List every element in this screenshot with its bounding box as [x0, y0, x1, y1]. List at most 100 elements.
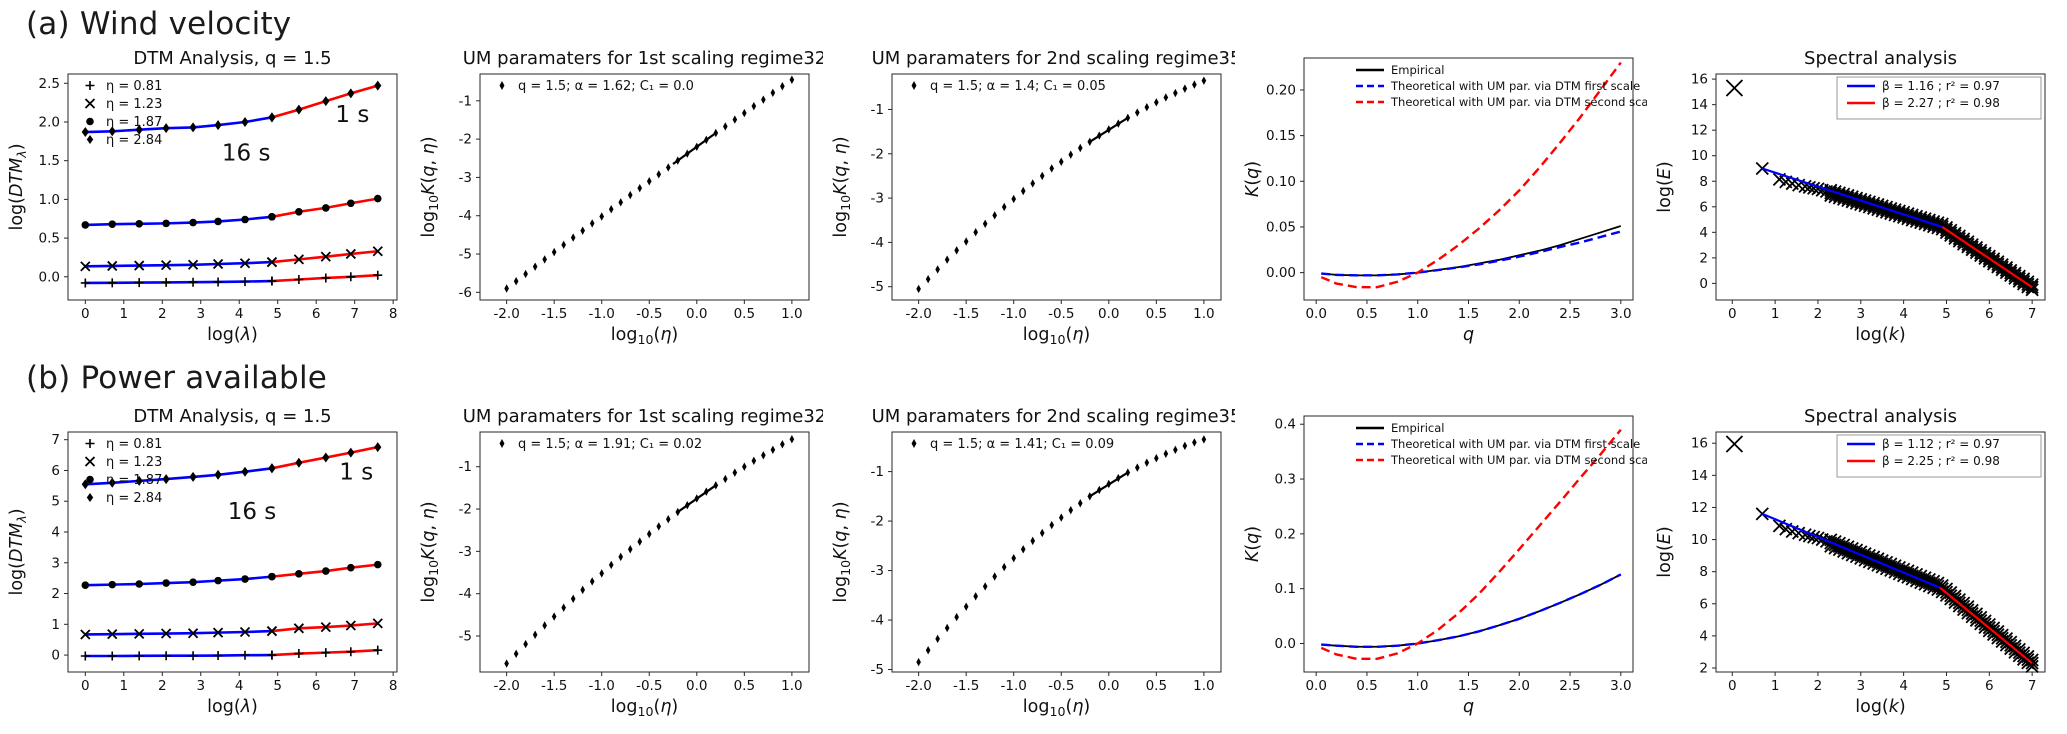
svg-text:2.0: 2.0 — [39, 114, 60, 130]
svg-text:Spectral analysis: Spectral analysis — [1804, 406, 1957, 427]
svg-text:Empirical: Empirical — [1391, 63, 1444, 77]
svg-text:-4: -4 — [871, 235, 884, 251]
svg-text:β = 2.25 ; r² = 0.98: β = 2.25 ; r² = 0.98 — [1882, 454, 2000, 468]
svg-text:Theoretical with UM par. via D: Theoretical with UM par. via DTM second … — [1390, 95, 1647, 109]
svg-text:7: 7 — [2028, 678, 2037, 694]
svg-text:0.10: 0.10 — [1266, 174, 1296, 190]
svg-text:1.0: 1.0 — [1193, 306, 1214, 322]
svg-text:0.2: 0.2 — [1275, 526, 1296, 542]
svg-text:1: 1 — [1771, 678, 1780, 694]
svg-text:0.00: 0.00 — [1266, 265, 1296, 281]
svg-text:3: 3 — [1856, 678, 1865, 694]
svg-text:6: 6 — [312, 306, 321, 322]
svg-text:0.0: 0.0 — [1305, 678, 1326, 694]
svg-text:DTM Analysis, q = 1.5: DTM Analysis, q = 1.5 — [133, 406, 331, 427]
svg-text:-6: -6 — [459, 285, 472, 301]
subplot-b2-um-first-regime: -2.0 -1.5 -1.0 -0.5 0.0 0.5 1.0 -5 -4 -3 -2 -1 UM pa… — [418, 404, 823, 720]
svg-text:log(λ): log(λ) — [207, 325, 258, 345]
svg-text:-1.0: -1.0 — [589, 678, 615, 694]
svg-text:0: 0 — [1699, 276, 1708, 292]
svg-text:1: 1 — [1771, 306, 1780, 322]
svg-text:-1: -1 — [459, 93, 472, 109]
svg-text:3: 3 — [196, 306, 205, 322]
svg-text:14: 14 — [1691, 97, 1708, 113]
svg-text:0.5: 0.5 — [1356, 306, 1377, 322]
svg-text:η = 2.84: η = 2.84 — [106, 133, 162, 148]
svg-text:-5: -5 — [459, 247, 472, 263]
svg-text:8: 8 — [389, 678, 398, 694]
svg-text:-2: -2 — [459, 502, 472, 518]
svg-text:0.5: 0.5 — [39, 231, 60, 247]
svg-text:0.0: 0.0 — [1305, 306, 1326, 322]
svg-text:-2: -2 — [459, 132, 472, 148]
svg-text:4: 4 — [235, 678, 244, 694]
svg-text:0: 0 — [1728, 678, 1737, 694]
svg-text:η = 0.81: η = 0.81 — [106, 437, 162, 452]
svg-text:-2.0: -2.0 — [493, 306, 519, 322]
svg-text:2: 2 — [1814, 678, 1823, 694]
svg-text:log(k): log(k) — [1855, 325, 1905, 345]
svg-text:16: 16 — [1691, 72, 1708, 88]
svg-text:3: 3 — [1856, 306, 1865, 322]
subplot-a3-um-second-regime: -2.0 -1.5 -1.0 -0.5 0.0 0.5 1.0 -5 -4 -3 -2 -1 UM pa… — [830, 46, 1235, 348]
svg-text:2: 2 — [1814, 306, 1823, 322]
svg-text:0: 0 — [81, 306, 90, 322]
svg-text:8: 8 — [1699, 174, 1708, 190]
svg-text:-1.0: -1.0 — [1001, 306, 1027, 322]
svg-text:5: 5 — [273, 306, 282, 322]
svg-text:q = 1.5; α = 1.62; C₁ = 0.0: q = 1.5; α = 1.62; C₁ = 0.0 — [518, 79, 694, 94]
svg-text:log10K(q, η): log10K(q, η) — [419, 136, 441, 237]
svg-text:5: 5 — [1942, 678, 1951, 694]
svg-text:16: 16 — [1691, 436, 1708, 452]
svg-text:η = 1.87: η = 1.87 — [106, 115, 162, 130]
svg-text:-1.5: -1.5 — [541, 306, 567, 322]
svg-text:log(E): log(E) — [1655, 161, 1675, 212]
svg-text:7: 7 — [350, 306, 359, 322]
svg-text:6: 6 — [1699, 596, 1708, 612]
svg-text:β = 2.27 ; r² = 0.98: β = 2.27 ; r² = 0.98 — [1882, 96, 2000, 110]
svg-text:-1.5: -1.5 — [953, 678, 979, 694]
svg-text:2: 2 — [51, 586, 60, 602]
svg-text:7: 7 — [51, 432, 60, 448]
svg-text:K(q): K(q) — [1243, 526, 1263, 562]
svg-text:4: 4 — [1899, 306, 1908, 322]
svg-text:-1: -1 — [459, 459, 472, 475]
subplot-a5-spectral-analysis: 0 1 2 3 4 5 6 7 0 2 4 6 8 10 12 14 16 Spectral analysis lo… — [1654, 46, 2059, 348]
svg-text:7: 7 — [2028, 306, 2037, 322]
svg-text:1.5: 1.5 — [1458, 306, 1479, 322]
svg-text:2: 2 — [1699, 250, 1708, 266]
svg-text:0.0: 0.0 — [1098, 678, 1119, 694]
svg-text:Theoretical with UM par. via D: Theoretical with UM par. via DTM first s… — [1390, 437, 1640, 451]
svg-text:1.5: 1.5 — [1458, 678, 1479, 694]
svg-text:0.5: 0.5 — [734, 306, 755, 322]
svg-text:14: 14 — [1691, 468, 1708, 484]
svg-text:1: 1 — [119, 306, 128, 322]
svg-text:0.3: 0.3 — [1275, 472, 1296, 488]
svg-text:UM paramaters for 2nd scaling: UM paramaters for 2nd scaling regime35 — [872, 48, 1235, 69]
svg-text:6: 6 — [312, 678, 321, 694]
svg-text:q: q — [1463, 325, 1474, 345]
svg-text:Theoretical with UM par. via D: Theoretical with UM par. via DTM first s… — [1390, 79, 1640, 93]
svg-text:2.5: 2.5 — [1559, 306, 1580, 322]
svg-text:-1.0: -1.0 — [1001, 678, 1027, 694]
svg-text:16 s: 16 s — [222, 141, 271, 167]
svg-text:0.05: 0.05 — [1266, 219, 1296, 235]
subplot-a1-dtm-analysis: 0 1 2 3 4 5 6 7 8 0.0 0.5 1.0 1.5 2.0 2.5 DTM Analysis,… — [6, 46, 411, 348]
svg-text:0: 0 — [81, 678, 90, 694]
subplot-a2-um-first-regime: -2.0 -1.5 -1.0 -0.5 0.0 0.5 1.0 -6 -5 -4 -3 -2 -1 UM … — [418, 46, 823, 348]
svg-text:-2: -2 — [871, 146, 884, 162]
svg-text:0.5: 0.5 — [734, 678, 755, 694]
subplot-b5-spectral-analysis: 0 1 2 3 4 5 6 7 2 4 6 8 10 12 14 16 Spectral analysis log… — [1654, 404, 2059, 720]
svg-text:-1.5: -1.5 — [953, 306, 979, 322]
chart-a1-dtm-analysis-canvas: 0 1 2 3 4 5 6 7 8 0.0 0.5 1.0 1.5 2.0 2.5 DTM Analysis,… — [7, 48, 398, 345]
svg-text:-4: -4 — [459, 208, 472, 224]
chart-a4-kq-curves-canvas: 0.0 0.5 1.0 1.5 2.0 2.5 3.0 0.00 0.05 0.10 0.15 0.2… — [1243, 57, 1647, 345]
svg-text:η = 1.87: η = 1.87 — [106, 473, 162, 488]
svg-text:log(k): log(k) — [1855, 697, 1905, 717]
svg-text:6: 6 — [51, 463, 60, 479]
svg-text:UM paramaters for 2nd scaling: UM paramaters for 2nd scaling regime35 — [872, 406, 1235, 427]
svg-text:-2: -2 — [871, 514, 884, 530]
section-a-title: (a) Wind velocity — [26, 6, 292, 42]
svg-text:-4: -4 — [871, 613, 884, 629]
